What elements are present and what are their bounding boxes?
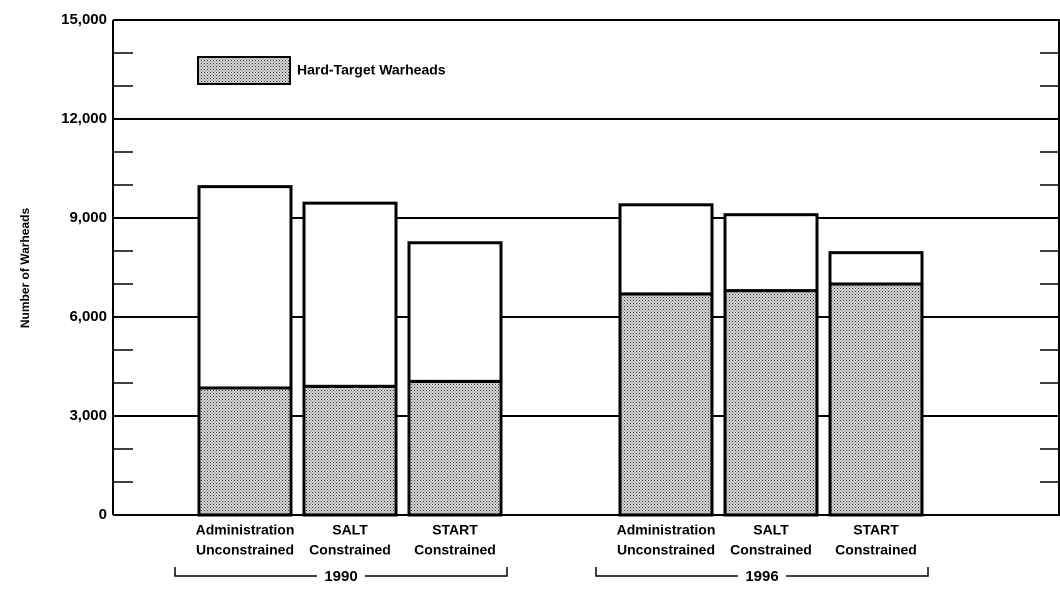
y-tick-label: 0: [99, 506, 107, 523]
x-tick-label: Constrained: [309, 542, 391, 558]
x-tick-label: SALT: [332, 522, 368, 538]
group-label: 1996: [745, 568, 778, 585]
bar-segment: [197, 386, 293, 517]
bar-segment: [723, 289, 819, 517]
legend-swatch: [197, 56, 291, 85]
y-tick-label: 6,000: [69, 308, 107, 325]
bar-segment: [828, 282, 924, 517]
y-tick-label: 9,000: [69, 209, 107, 226]
x-tick-label: Administration: [617, 522, 716, 538]
x-tick-label: Constrained: [414, 542, 496, 558]
y-tick-label: 12,000: [61, 110, 107, 127]
bar-segment: [407, 379, 503, 517]
bar-segment: [723, 213, 819, 293]
x-tick-label: START: [853, 522, 899, 538]
x-tick-label: Unconstrained: [196, 542, 294, 558]
group-bracket: [174, 567, 508, 577]
x-tick-label: Constrained: [835, 542, 917, 558]
bar-segment: [618, 292, 714, 517]
x-tick-label: Constrained: [730, 542, 812, 558]
x-tick-label: Administration: [196, 522, 295, 538]
bar-segment: [197, 185, 293, 390]
group-bracket: [595, 567, 929, 577]
y-tick-label: 15,000: [61, 11, 107, 28]
bar-segment: [618, 203, 714, 296]
bar-segment: [302, 201, 398, 388]
y-axis-label: Number of Warheads: [18, 208, 32, 329]
x-tick-label: SALT: [753, 522, 789, 538]
y-tick-label: 3,000: [69, 407, 107, 424]
legend-label: Hard-Target Warheads: [297, 62, 446, 78]
bar-segment: [407, 241, 503, 383]
group-label: 1990: [324, 568, 357, 585]
x-tick-label: Unconstrained: [617, 542, 715, 558]
bar-segment: [302, 384, 398, 517]
x-tick-label: START: [432, 522, 478, 538]
bar-segment: [828, 251, 924, 286]
